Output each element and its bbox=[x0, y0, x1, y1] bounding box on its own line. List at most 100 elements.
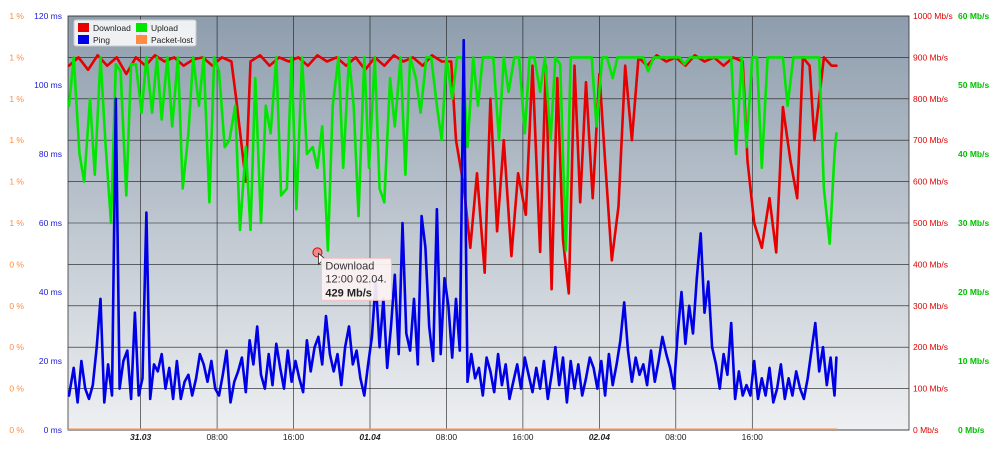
tick-label-download: 800 Mb/s bbox=[913, 94, 948, 104]
data-point-upload bbox=[714, 56, 718, 59]
data-point-upload bbox=[217, 70, 221, 73]
data-point-upload bbox=[595, 125, 598, 128]
data-point-upload bbox=[269, 132, 272, 135]
data-point-ping bbox=[665, 353, 668, 356]
tick-label-ping: 80 ms bbox=[39, 149, 62, 159]
data-point-upload bbox=[455, 56, 459, 59]
tick-label-download: 400 Mb/s bbox=[913, 259, 948, 269]
data-point-download bbox=[77, 56, 80, 59]
data-point-ping bbox=[221, 373, 224, 376]
data-point-ping bbox=[210, 359, 213, 363]
data-point-ping bbox=[776, 387, 779, 390]
legend-item-download[interactable]: Download bbox=[78, 23, 131, 33]
data-point-ping bbox=[225, 349, 228, 352]
data-point-ping bbox=[156, 370, 159, 373]
data-point-upload bbox=[93, 173, 96, 176]
data-point-ping bbox=[722, 353, 725, 356]
tick-label-download: 500 Mb/s bbox=[913, 218, 948, 228]
data-point-ping bbox=[271, 384, 274, 387]
data-point-ping bbox=[443, 277, 446, 280]
legend-item-ping[interactable]: Ping bbox=[78, 35, 110, 45]
tick-label-download: 200 Mb/s bbox=[913, 342, 948, 352]
data-point-ping bbox=[332, 370, 335, 373]
data-point-upload bbox=[72, 56, 75, 59]
legend-label-packet_lost: Packet-lost bbox=[151, 35, 194, 45]
data-point-upload bbox=[187, 132, 190, 135]
data-point-upload bbox=[234, 104, 237, 107]
data-point-ping bbox=[661, 335, 664, 338]
tick-label-upload: 20 Mb/s bbox=[958, 287, 989, 297]
data-point-download bbox=[517, 172, 520, 175]
tick-label-x: 16:00 bbox=[512, 432, 534, 442]
tick-label-ping: 0 ms bbox=[44, 425, 62, 435]
data-point-ping bbox=[282, 387, 286, 390]
data-point-upload bbox=[481, 56, 484, 59]
data-point-ping bbox=[699, 232, 702, 235]
tick-label-packet_lost: 1 % bbox=[9, 135, 24, 145]
data-point-upload bbox=[605, 56, 609, 59]
data-point-upload bbox=[78, 152, 81, 156]
data-point-ping bbox=[168, 366, 171, 369]
data-point-ping bbox=[217, 394, 221, 397]
tick-label-packet_lost: 1 % bbox=[9, 11, 24, 21]
data-point-ping bbox=[787, 377, 790, 380]
data-point-upload bbox=[208, 201, 211, 204]
data-point-download bbox=[96, 54, 99, 57]
series-download bbox=[68, 53, 838, 295]
data-point-upload bbox=[383, 201, 386, 204]
data-point-upload bbox=[305, 152, 308, 156]
data-point-upload bbox=[68, 104, 71, 107]
data-point-ping bbox=[779, 363, 783, 366]
data-point-ping bbox=[619, 339, 622, 342]
legend-item-packet_lost[interactable]: Packet-lost bbox=[136, 35, 194, 45]
data-point-upload bbox=[254, 77, 257, 80]
data-point-ping bbox=[405, 332, 408, 335]
data-point-ping bbox=[508, 397, 511, 400]
data-point-upload bbox=[740, 56, 743, 59]
data-point-packet_lost bbox=[835, 428, 838, 430]
data-point-upload bbox=[295, 208, 298, 211]
tick-label-download: 300 Mb/s bbox=[913, 301, 948, 311]
tick-label-upload: 10 Mb/s bbox=[958, 356, 989, 366]
data-point-upload bbox=[326, 249, 329, 252]
data-point-upload bbox=[786, 104, 789, 107]
data-point-upload bbox=[564, 249, 568, 252]
data-point-upload bbox=[777, 56, 780, 59]
data-point-packet_lost bbox=[68, 428, 71, 430]
data-point-ping bbox=[275, 342, 278, 345]
data-point-upload bbox=[419, 111, 422, 114]
data-point-ping bbox=[783, 397, 786, 400]
data-point-ping bbox=[818, 370, 821, 373]
tick-label-packet_lost: 0 % bbox=[9, 301, 24, 311]
data-point-download bbox=[746, 159, 749, 162]
data-point-ping bbox=[799, 387, 802, 390]
data-point-ping bbox=[344, 346, 347, 349]
data-point-ping bbox=[814, 321, 817, 325]
legend[interactable]: Download Upload Ping Packet-lost bbox=[73, 19, 197, 47]
data-point-download bbox=[610, 259, 613, 262]
data-point-download bbox=[173, 56, 176, 59]
data-point-ping bbox=[447, 304, 450, 307]
data-point-ping bbox=[336, 353, 339, 356]
data-point-ping bbox=[711, 346, 714, 349]
tick-label-ping: 60 ms bbox=[39, 218, 62, 228]
data-point-download bbox=[182, 64, 185, 67]
data-point-download bbox=[591, 197, 594, 200]
data-point-upload bbox=[275, 56, 278, 59]
data-point-download bbox=[489, 97, 492, 100]
tick-label-packet_lost: 1 % bbox=[9, 52, 24, 62]
data-point-ping bbox=[676, 332, 679, 335]
data-point-upload bbox=[181, 187, 184, 190]
data-point-download bbox=[496, 230, 499, 233]
data-point-ping bbox=[160, 353, 163, 356]
data-point-download bbox=[354, 56, 357, 59]
data-point-upload bbox=[160, 118, 163, 121]
data-point-upload bbox=[642, 56, 645, 59]
data-point-ping bbox=[267, 353, 270, 356]
data-point-upload bbox=[202, 56, 205, 59]
data-point-ping bbox=[133, 311, 136, 314]
data-point-ping bbox=[248, 339, 251, 342]
data-point-ping bbox=[424, 246, 427, 249]
legend-item-upload[interactable]: Upload bbox=[136, 23, 178, 33]
